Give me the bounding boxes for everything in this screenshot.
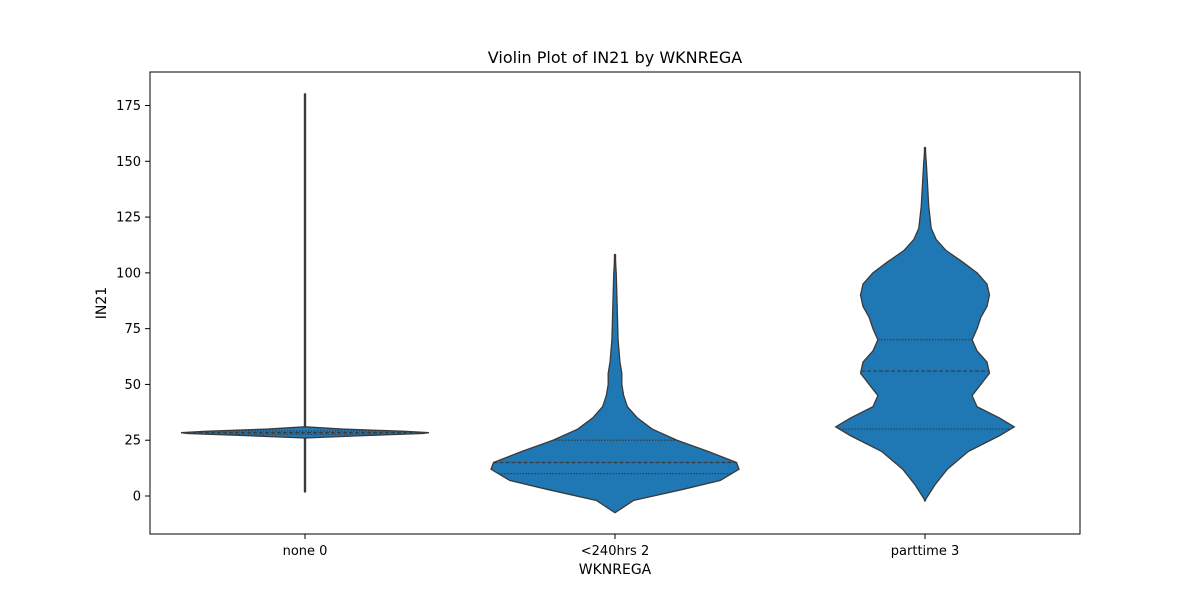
x-tick-label: none 0 [283,544,328,559]
chart-title: Violin Plot of IN21 by WKNREGA [488,48,742,67]
x-axis-label: WKNREGA [579,562,652,578]
y-tick-label: 150 [116,155,141,170]
y-tick-label: 25 [124,434,141,449]
violin-body [490,254,740,514]
x-axis: none 0 <240hrs 2 parttime 3 [283,534,959,559]
violin-group [490,253,740,514]
plot-area [180,93,1016,514]
y-tick-label: 50 [124,378,141,393]
violin-group [834,146,1016,502]
violin-group [180,93,430,493]
x-tick-label: parttime 3 [891,544,959,559]
y-tick-label: 175 [116,99,141,114]
y-tick-label: 0 [133,490,141,505]
y-tick-label: 100 [116,266,141,281]
y-tick-label: 125 [116,211,141,226]
y-tick-label: 75 [124,322,141,337]
violin-body [834,147,1016,502]
y-axis-label: IN21 [94,287,110,319]
y-axis: 0 25 50 75 100 125 150 175 [116,99,150,505]
x-tick-label: <240hrs 2 [581,544,649,559]
